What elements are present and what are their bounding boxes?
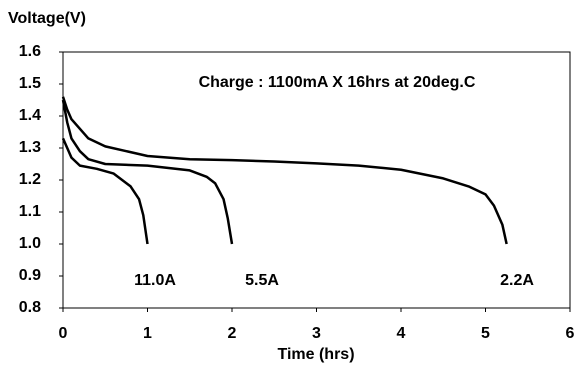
y-tick-label: 1.0 <box>19 235 41 252</box>
y-axis-title: Voltage(V) <box>8 10 86 27</box>
y-tick-label: 1.6 <box>19 43 41 60</box>
series-line <box>61 99 234 245</box>
x-tick-label: 6 <box>566 325 575 342</box>
x-tick-label: 4 <box>397 325 406 342</box>
y-tick-label: 1.5 <box>19 75 41 92</box>
y-tick-label: 1.4 <box>19 107 41 124</box>
y-tick-label: 0.9 <box>19 267 41 284</box>
annotation: Charge : 1100mA X 16hrs at 20deg.C <box>199 74 476 91</box>
series-label: 11.0A <box>134 272 176 289</box>
y-tick-label: 1.2 <box>19 171 41 188</box>
x-axis-title: Time (hrs) <box>277 346 354 363</box>
y-tick-label: 0.8 <box>19 299 41 316</box>
series-line <box>61 137 149 245</box>
series-label: 5.5A <box>245 272 279 289</box>
y-tick-label: 1.3 <box>19 139 41 156</box>
y-tick-label: 1.1 <box>19 203 41 220</box>
x-tick-label: 5 <box>481 325 490 342</box>
series-line <box>61 96 508 245</box>
x-tick-label: 1 <box>143 325 152 342</box>
x-tick-label: 3 <box>312 325 321 342</box>
x-tick-label: 2 <box>228 325 237 342</box>
x-tick-label: 0 <box>59 325 68 342</box>
series-label: 2.2A <box>500 272 534 289</box>
